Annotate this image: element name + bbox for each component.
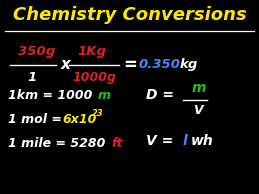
Text: V =: V = [146,134,174,148]
Text: 1Kg: 1Kg [78,45,107,58]
Text: x: x [61,57,71,73]
Text: kg: kg [180,58,198,72]
Text: m: m [192,81,206,95]
Text: l: l [183,134,187,148]
Text: 6x10: 6x10 [62,113,97,126]
Text: 1km = 1000: 1km = 1000 [8,88,92,102]
Text: Chemistry Conversions: Chemistry Conversions [13,6,246,23]
Text: V: V [193,104,203,117]
Text: 1: 1 [27,71,37,84]
Text: 23: 23 [92,109,104,118]
Text: =: = [123,56,137,74]
Text: wh: wh [190,134,213,148]
Text: ft: ft [111,137,123,150]
Text: m: m [97,88,110,102]
Text: 1000g: 1000g [73,71,117,84]
Text: 0.350: 0.350 [139,58,181,72]
Text: 350g: 350g [18,45,55,58]
Text: 1 mol =: 1 mol = [8,113,66,126]
Text: D =: D = [146,88,174,102]
Text: 1 mile = 5280: 1 mile = 5280 [8,137,105,150]
